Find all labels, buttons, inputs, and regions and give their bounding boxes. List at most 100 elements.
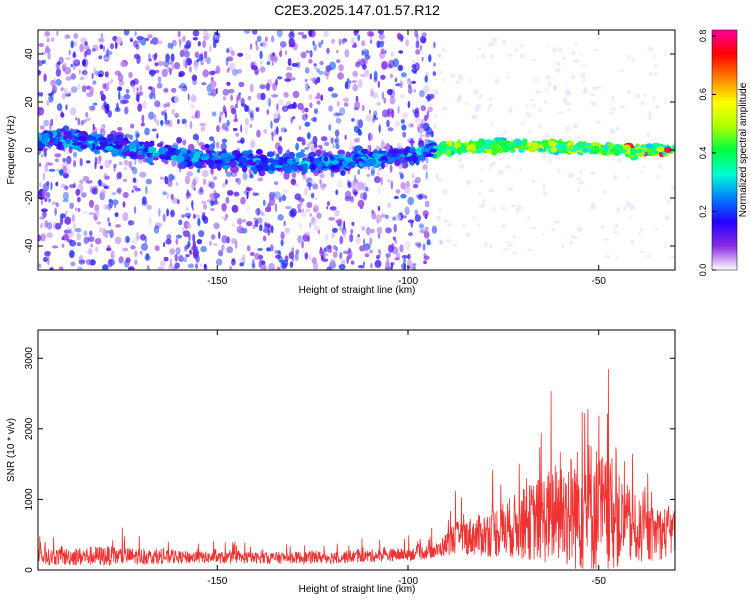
spectral-blob xyxy=(127,220,135,226)
spectral-blob xyxy=(414,209,419,216)
spectral-blob xyxy=(157,266,165,270)
spectral-blob xyxy=(116,36,123,45)
spectral-blob xyxy=(189,120,193,130)
spectral-blob xyxy=(210,77,214,81)
x-tick-label: -100 xyxy=(398,276,418,287)
spectral-blob xyxy=(241,150,251,156)
spectral-blob xyxy=(169,67,172,76)
spectral-blob xyxy=(532,142,539,150)
spectral-blob xyxy=(273,118,280,124)
spectral-blob xyxy=(266,223,271,229)
spectral-blob xyxy=(502,39,507,45)
spectral-blob xyxy=(157,221,162,226)
spectral-blob xyxy=(94,156,98,166)
spectral-blob xyxy=(77,83,81,90)
spectral-blob xyxy=(573,58,579,64)
spectral-blob xyxy=(142,100,147,110)
spectral-blob xyxy=(163,103,168,108)
spectral-blob xyxy=(326,47,330,54)
spectral-blob xyxy=(271,61,274,66)
spectral-blob xyxy=(52,245,59,249)
spectral-blob xyxy=(104,71,109,78)
spectral-blob xyxy=(62,191,69,201)
spectral-blob xyxy=(389,96,396,105)
spectral-blob xyxy=(162,213,166,222)
spectral-blob xyxy=(554,220,560,224)
spectrogram-y-ticks: -40 -20 0 20 40 xyxy=(24,48,675,253)
spectral-blob xyxy=(100,141,107,149)
spectral-blob xyxy=(422,151,428,156)
spectral-blob xyxy=(570,234,575,238)
spectral-blob xyxy=(367,158,377,166)
spectral-blob xyxy=(626,201,631,207)
spectral-blob xyxy=(44,251,51,257)
spectral-blob xyxy=(352,70,359,78)
spectral-blob xyxy=(56,103,63,111)
spectral-blob xyxy=(399,93,406,99)
spectral-blob xyxy=(385,260,390,268)
spectral-blob xyxy=(220,125,226,131)
spectral-blob xyxy=(167,61,173,65)
spectral-blob xyxy=(196,254,200,263)
spectral-blob xyxy=(369,87,375,94)
spectral-blob xyxy=(191,74,198,81)
spectral-blob xyxy=(148,58,152,62)
snr-frame xyxy=(37,329,676,571)
y-tick-label: -40 xyxy=(24,238,35,253)
spectral-blob xyxy=(118,161,123,166)
spectrogram-x-label: Height of straight line (km) xyxy=(299,285,416,296)
spectral-blob xyxy=(45,45,50,54)
figure-title: C2E3.2025.147.01.57.R12 xyxy=(274,2,440,18)
spectral-blob xyxy=(123,94,131,100)
spectral-blob xyxy=(424,131,431,138)
spectral-blob xyxy=(311,117,316,122)
spectral-blob xyxy=(314,108,318,114)
spectral-blob xyxy=(527,129,533,133)
spectral-blob xyxy=(333,154,338,158)
spectral-blob xyxy=(117,187,122,195)
spectral-blob xyxy=(380,161,385,169)
spectral-blob xyxy=(286,66,293,71)
spectral-blob xyxy=(228,88,235,94)
spectral-blob xyxy=(312,40,315,46)
spectral-blob xyxy=(69,202,74,209)
spectral-blob xyxy=(64,66,72,75)
spectral-blob xyxy=(299,201,303,206)
spectral-blob xyxy=(414,214,421,222)
spectral-blob xyxy=(478,191,481,196)
spectral-blob xyxy=(109,43,115,50)
spectral-blob xyxy=(492,37,498,42)
spectral-blob xyxy=(156,82,163,89)
spectral-blob xyxy=(236,68,243,74)
spectral-blob xyxy=(419,45,423,51)
spectral-blob xyxy=(208,45,212,52)
spectral-blob xyxy=(438,54,441,58)
spectral-blob xyxy=(275,126,279,135)
spectral-blob xyxy=(284,78,292,82)
spectral-blob xyxy=(315,149,322,157)
spectral-blob xyxy=(201,154,207,158)
spectral-blob xyxy=(569,240,573,245)
spectral-blob xyxy=(213,222,220,230)
spectral-blob xyxy=(46,232,54,239)
spectral-blob xyxy=(192,30,200,37)
spectral-blob xyxy=(389,73,394,79)
spectral-blob xyxy=(415,107,420,114)
spectral-blob xyxy=(208,162,214,168)
spectral-blob xyxy=(484,242,488,248)
spectral-blob xyxy=(487,106,491,111)
spectral-blob xyxy=(361,40,366,47)
spectral-blob xyxy=(611,95,615,102)
spectral-blob xyxy=(370,263,373,269)
spectral-blob xyxy=(351,37,355,46)
spectral-blob xyxy=(108,199,114,209)
spectral-blob xyxy=(59,216,64,226)
spectral-blob xyxy=(107,80,112,85)
spectral-blob xyxy=(209,168,214,175)
spectral-blob xyxy=(388,150,399,154)
spectral-blob xyxy=(510,204,517,208)
spectral-blob xyxy=(393,223,397,233)
spectral-blob xyxy=(280,239,284,247)
spectral-blob xyxy=(226,190,234,196)
spectral-blob xyxy=(344,81,351,90)
